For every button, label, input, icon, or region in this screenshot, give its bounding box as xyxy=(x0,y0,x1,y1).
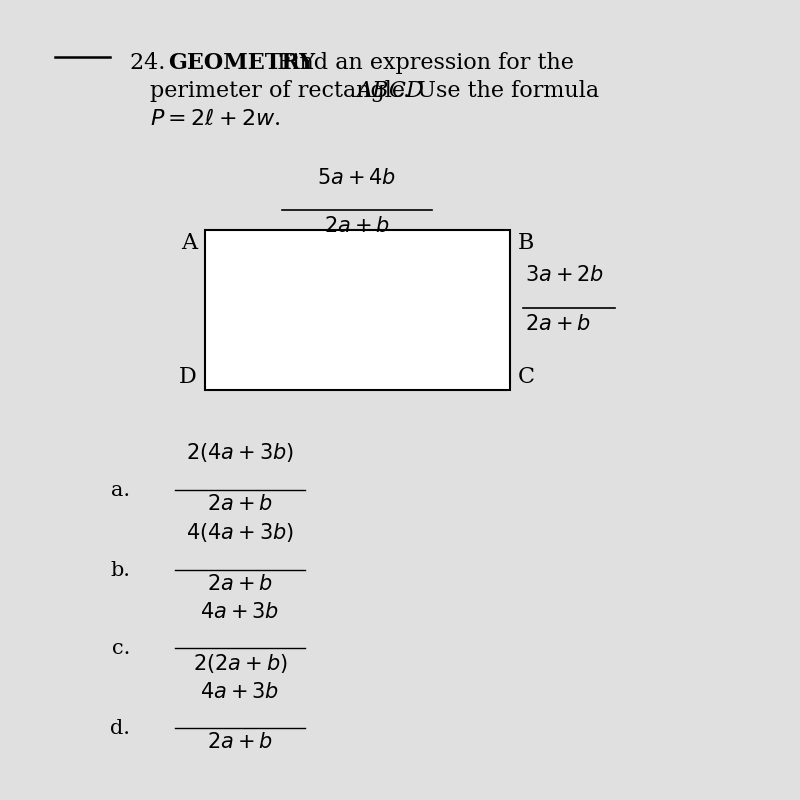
Text: $2a + b$: $2a + b$ xyxy=(207,574,273,594)
Text: $2a + b$: $2a + b$ xyxy=(525,314,591,334)
Text: $3a + 2b$: $3a + 2b$ xyxy=(525,265,604,285)
Text: C: C xyxy=(518,366,535,388)
Text: $P = 2\ell + 2w$.: $P = 2\ell + 2w$. xyxy=(150,108,281,130)
Text: c.: c. xyxy=(112,638,130,658)
Text: $2a + b$: $2a + b$ xyxy=(207,494,273,514)
Text: $2(4a + 3b)$: $2(4a + 3b)$ xyxy=(186,441,294,464)
Text: $2a + b$: $2a + b$ xyxy=(207,732,273,752)
Text: 24.: 24. xyxy=(130,52,173,74)
Text: $2(2a + b)$: $2(2a + b)$ xyxy=(193,652,287,675)
Text: Find an expression for the: Find an expression for the xyxy=(270,52,574,74)
Text: $4a + 3b$: $4a + 3b$ xyxy=(200,682,280,702)
Text: . Use the formula: . Use the formula xyxy=(403,80,599,102)
Text: d.: d. xyxy=(110,718,130,738)
Text: a.: a. xyxy=(111,481,130,499)
Text: $2a + b$: $2a + b$ xyxy=(324,216,390,236)
Text: ABCD: ABCD xyxy=(357,80,425,102)
Text: $4a + 3b$: $4a + 3b$ xyxy=(200,602,280,622)
Text: $5a + 4b$: $5a + 4b$ xyxy=(318,168,397,188)
Text: B: B xyxy=(518,232,534,254)
Text: D: D xyxy=(179,366,197,388)
Text: GEOMETRY: GEOMETRY xyxy=(168,52,315,74)
Text: perimeter of rectangle: perimeter of rectangle xyxy=(150,80,412,102)
Text: A: A xyxy=(181,232,197,254)
Text: b.: b. xyxy=(110,561,130,579)
Bar xyxy=(205,230,510,390)
Text: $4(4a + 3b)$: $4(4a + 3b)$ xyxy=(186,521,294,544)
